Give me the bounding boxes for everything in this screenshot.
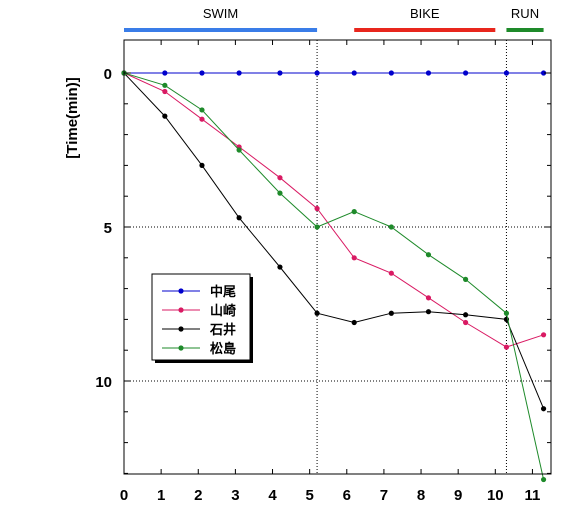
x-tick-label: 5 [305, 487, 313, 504]
series-point-4 [162, 82, 168, 88]
legend-entry-label: 松島 [210, 341, 236, 356]
plot-area-frame [123, 39, 552, 475]
series-point-2 [162, 88, 168, 95]
segment-label-bike: BIKE [410, 6, 440, 21]
legend-box [151, 273, 251, 361]
series-line-4 [123, 72, 545, 480]
series-point-1 [388, 70, 394, 76]
x-tick-label: 11 [525, 487, 541, 504]
series-point-2 [503, 344, 510, 350]
series-point-3 [425, 309, 432, 315]
series-point-4 [236, 147, 242, 153]
series-point-2 [199, 116, 205, 122]
segment-bar-swim [124, 28, 318, 32]
series-point-4 [351, 209, 357, 215]
x-tick-label: 1 [157, 487, 165, 504]
x-tick-label: 0 [120, 487, 128, 504]
y-tick-label: 0 [104, 66, 112, 83]
legend-swatch-marker [178, 326, 184, 332]
x-tick-label: 6 [343, 487, 351, 504]
series-line-2 [123, 72, 544, 348]
series-point-1 [351, 70, 357, 76]
series-point-3 [199, 162, 205, 168]
series-point-4 [425, 252, 432, 258]
series-point-1 [236, 70, 242, 76]
segment-bar-bike [354, 28, 496, 32]
series-point-4 [540, 476, 547, 483]
series-point-4 [388, 224, 394, 230]
axis-labels-layer: [Time(min)] [64, 77, 81, 158]
series-point-2 [425, 295, 432, 301]
segment-bars-layer: SWIM BIKE RUN [124, 6, 544, 32]
grid-layer [124, 40, 551, 474]
series-point-3 [236, 215, 242, 221]
series-point-2 [277, 175, 283, 181]
series-point-2 [463, 319, 469, 326]
legend-entry-label: 中尾 [210, 284, 236, 299]
series-point-1 [463, 70, 469, 76]
segment-label-run: RUN [511, 6, 539, 21]
legend-swatch-marker [178, 288, 184, 294]
series-point-3 [314, 310, 320, 316]
series-point-3 [277, 264, 283, 270]
series-point-3 [351, 319, 357, 326]
x-tick-label: 7 [380, 487, 388, 504]
legend-swatch-marker [178, 345, 184, 351]
series-point-2 [314, 205, 320, 212]
series-point-1 [503, 70, 510, 76]
series-layer [121, 70, 547, 483]
ticks-layer: 0 1 2 3 4 5 6 7 8 9 10 11 0 5 10 [95, 40, 551, 504]
legend-entry-label: 石井 [209, 322, 236, 337]
series-point-4 [199, 107, 205, 113]
series-line-3 [123, 72, 545, 409]
series-point-1 [314, 70, 320, 76]
x-tick-label: 8 [417, 487, 425, 504]
y-axis-label: [Time(min)] [64, 77, 81, 158]
series-point-3 [463, 312, 469, 318]
y-tick-label: 5 [104, 220, 112, 237]
x-tick-label: 9 [454, 487, 462, 504]
series-point-2 [351, 255, 357, 261]
series-point-3 [162, 113, 168, 119]
series-point-2 [388, 270, 394, 276]
series-point-1 [162, 70, 168, 76]
x-tick-label: 4 [268, 487, 277, 504]
y-tick-label: 10 [95, 374, 112, 391]
x-tick-label: 2 [194, 487, 202, 504]
x-tick-label: 10 [487, 487, 504, 504]
series-point-1 [540, 70, 547, 76]
series-point-3 [388, 310, 394, 316]
x-tick-label: 3 [231, 487, 239, 504]
legend-swatch-marker [178, 307, 184, 313]
series-point-1 [199, 70, 205, 76]
series-point-4 [277, 190, 283, 196]
series-point-1 [277, 70, 283, 76]
segment-bar-run [506, 28, 544, 32]
series-point-2 [540, 332, 547, 338]
series-point-4 [314, 224, 320, 230]
series-point-4 [463, 276, 469, 282]
series-point-1 [425, 70, 432, 76]
segment-label-swim: SWIM [203, 6, 238, 21]
legend-entry-label: 山崎 [210, 303, 236, 318]
series-point-3 [540, 406, 547, 412]
series-point-4 [503, 310, 510, 316]
